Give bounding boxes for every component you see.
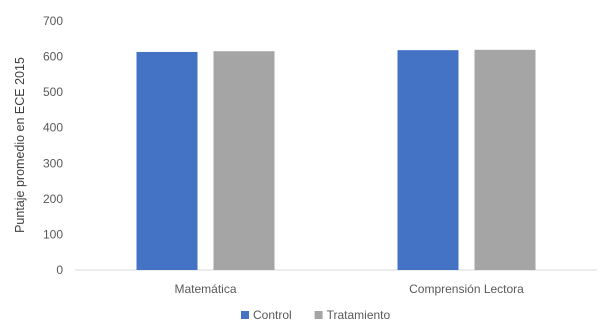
y-tick-label: 0 xyxy=(56,263,63,277)
bars xyxy=(136,49,536,270)
y-tick-label: 100 xyxy=(43,227,63,241)
legend-swatch-tratamiento xyxy=(314,311,323,319)
y-tick-label: 600 xyxy=(43,50,63,64)
bar-tratamiento-2 xyxy=(474,49,536,270)
y-tick-label: 300 xyxy=(43,156,63,170)
legend: Control Tratamiento xyxy=(241,308,391,322)
x-category-label: Matemática xyxy=(174,282,236,296)
y-axis-ticks: 0 100 200 300 400 500 600 700 xyxy=(43,14,63,277)
y-axis-label: Puntaje promedio en ECE 2015 xyxy=(13,57,27,233)
y-tick-label: 500 xyxy=(43,85,63,99)
y-tick-label: 400 xyxy=(43,121,63,135)
category-labels: Matemática Comprensión Lectora xyxy=(174,282,524,296)
y-tick-label: 700 xyxy=(43,14,63,28)
legend-swatch-control xyxy=(241,311,249,319)
bar-control-1 xyxy=(136,51,198,270)
x-category-label: Comprensión Lectora xyxy=(409,282,524,296)
y-tick-label: 200 xyxy=(43,192,63,206)
legend-label-control: Control xyxy=(253,308,292,322)
legend-label-tratamiento: Tratamiento xyxy=(327,308,391,322)
bar-control-2 xyxy=(397,50,459,270)
bar-tratamiento-1 xyxy=(213,51,275,270)
